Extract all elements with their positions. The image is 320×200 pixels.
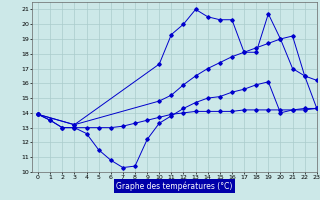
X-axis label: Graphe des températures (°C): Graphe des températures (°C) <box>116 181 233 191</box>
